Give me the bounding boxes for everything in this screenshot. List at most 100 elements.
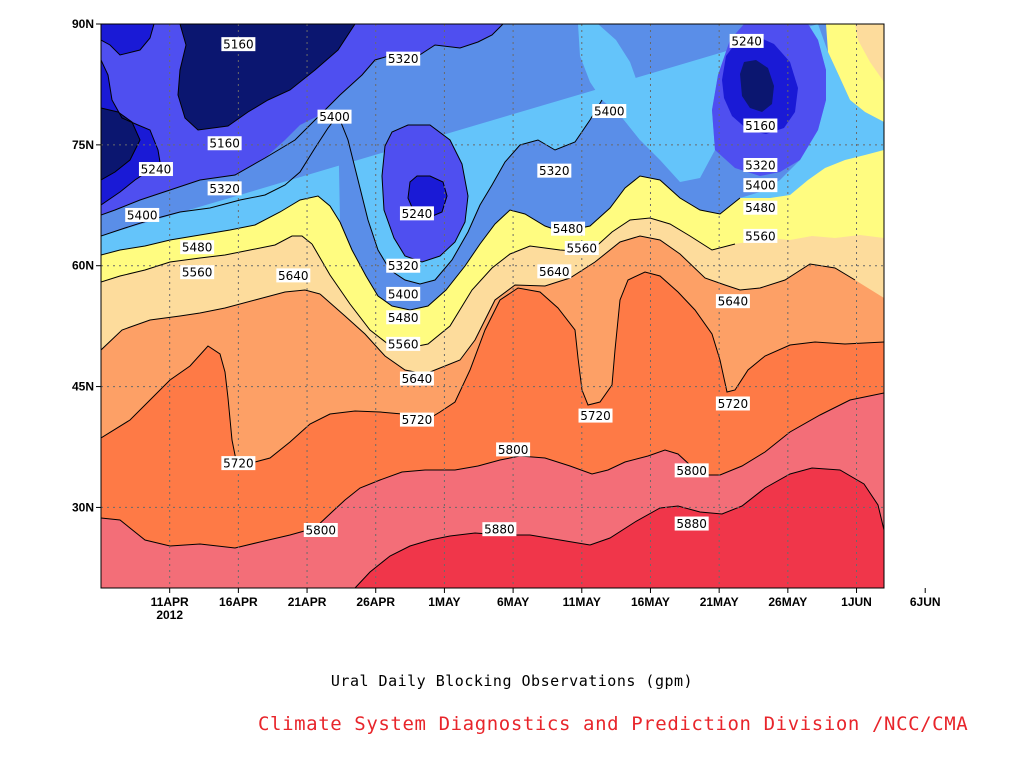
contour-label-text: 5640 bbox=[402, 372, 433, 386]
contour-label-text: 5240 bbox=[731, 34, 762, 48]
contour-label-text: 5560 bbox=[388, 337, 419, 351]
y-tick-label: 60N bbox=[72, 259, 94, 273]
contour-label-text: 5400 bbox=[319, 110, 350, 124]
contour-band bbox=[578, 24, 650, 140]
x-tick-label: 1JUN bbox=[841, 595, 872, 609]
contour-label: 5800 bbox=[303, 522, 338, 537]
y-tick-label: 90N bbox=[72, 17, 94, 31]
contour-label-text: 5720 bbox=[402, 413, 433, 427]
contour-label: 5800 bbox=[674, 463, 709, 478]
contour-label: 5160 bbox=[743, 118, 778, 133]
contour-label-text: 5320 bbox=[539, 164, 570, 178]
contour-label-text: 5720 bbox=[718, 397, 749, 411]
contour-line bbox=[319, 235, 856, 375]
x-tick-label: 21MAY bbox=[700, 595, 739, 609]
x-year-label: 2012 bbox=[156, 608, 183, 622]
contour-label: 5640 bbox=[399, 371, 434, 386]
contour-label: 5400 bbox=[592, 104, 627, 119]
contour-label-text: 5480 bbox=[553, 222, 584, 236]
contour-label: 5480 bbox=[386, 310, 421, 325]
contour-line bbox=[177, 24, 356, 131]
contour-label-text: 5800 bbox=[306, 523, 337, 537]
contour-line bbox=[337, 99, 603, 285]
contour-label-text: 5400 bbox=[594, 105, 625, 119]
contour-label-text: 5160 bbox=[223, 38, 254, 52]
x-tick-label: 26APR bbox=[356, 595, 395, 609]
contour-label: 5400 bbox=[125, 207, 160, 222]
contour-label: 5720 bbox=[221, 456, 256, 471]
contour-bands bbox=[101, 24, 884, 588]
contour-label-text: 5880 bbox=[676, 517, 707, 531]
contour-label-text: 5400 bbox=[127, 208, 158, 222]
contour-label: 5560 bbox=[564, 240, 599, 255]
contour-label-text: 5400 bbox=[745, 179, 776, 193]
contour-label-text: 5320 bbox=[388, 52, 419, 66]
contour-label: 5640 bbox=[537, 264, 572, 279]
x-tick-label: 16MAY bbox=[631, 595, 670, 609]
contour-label-text: 5400 bbox=[388, 287, 419, 301]
contour-line bbox=[381, 124, 469, 263]
contour-label-text: 5640 bbox=[718, 295, 749, 309]
contour-label-text: 5160 bbox=[745, 119, 776, 133]
contour-label: 5240 bbox=[399, 206, 434, 221]
contour-line bbox=[101, 195, 341, 256]
contour-label: 5400 bbox=[386, 286, 421, 301]
contour-label: 5320 bbox=[386, 258, 421, 273]
contour-label-text: 5720 bbox=[223, 457, 254, 471]
contour-label-text: 5240 bbox=[141, 163, 172, 177]
contour-label: 5320 bbox=[386, 51, 421, 66]
x-tick-label: 26MAY bbox=[768, 595, 807, 609]
contour-label: 5800 bbox=[496, 442, 531, 457]
contour-label: 5480 bbox=[551, 221, 586, 236]
contour-band bbox=[740, 60, 774, 112]
contour-label: 5320 bbox=[207, 181, 242, 196]
contour-label: 5560 bbox=[386, 336, 421, 351]
contour-label: 5160 bbox=[221, 37, 256, 52]
contour-labels: 5160 5160 5240 5320 5400 5480 5560 5640 5720 5800… bbox=[125, 33, 778, 537]
contour-label: 5880 bbox=[482, 522, 517, 537]
contour-label-text: 5320 bbox=[388, 259, 419, 273]
x-tick-label: 11APR bbox=[151, 595, 189, 609]
x-tick-label: 11MAY bbox=[563, 595, 601, 609]
contour-label-text: 5800 bbox=[498, 443, 529, 457]
contour-line bbox=[339, 175, 741, 311]
contour-line bbox=[354, 532, 591, 588]
contour-line bbox=[589, 467, 884, 546]
grid-lines bbox=[101, 24, 884, 588]
chart-caption: Ural Daily Blocking Observations (gpm) bbox=[330, 672, 694, 690]
contour-label: 5720 bbox=[399, 412, 434, 427]
contour-label: 5160 bbox=[207, 136, 242, 151]
x-tick-label: 6MAY bbox=[497, 595, 529, 609]
x-tick-label: 6JUN bbox=[910, 595, 941, 609]
contour-label-text: 5800 bbox=[676, 464, 707, 478]
contour-label-text: 5560 bbox=[567, 241, 598, 255]
contour-band bbox=[338, 24, 826, 310]
contour-label-text: 5480 bbox=[745, 201, 776, 215]
plot-frame bbox=[100, 23, 885, 589]
x-tick-label: 1MAY bbox=[428, 595, 460, 609]
contour-label: 5560 bbox=[743, 228, 778, 243]
contour-label: 5400 bbox=[743, 178, 778, 193]
contour-line bbox=[477, 392, 884, 476]
contour-label-text: 5560 bbox=[745, 229, 776, 243]
contour-label-text: 5720 bbox=[580, 409, 611, 423]
y-tick-label: 45N bbox=[72, 380, 94, 394]
contour-label-text: 5480 bbox=[182, 241, 213, 255]
contour-band bbox=[855, 24, 884, 82]
contour-label: 5480 bbox=[743, 200, 778, 215]
contour-label: 5640 bbox=[715, 294, 750, 309]
contour-label: 5880 bbox=[674, 516, 709, 531]
contour-line bbox=[101, 24, 504, 216]
contour-label: 5480 bbox=[180, 240, 215, 255]
x-axis: 11APR 16APR 21APR 26APR 1MAY 6MAY 11MAY 16MAY 21… bbox=[151, 588, 941, 622]
contour-label-text: 5640 bbox=[539, 265, 570, 279]
contour-line bbox=[424, 271, 884, 422]
contour-label: 5240 bbox=[729, 33, 764, 48]
contour-line bbox=[101, 289, 321, 351]
contour-label-text: 5240 bbox=[402, 207, 433, 221]
y-axis: 30N 45N 60N 75N 90N bbox=[72, 17, 101, 514]
contour-label-text: 5880 bbox=[484, 523, 515, 537]
contour-label: 5320 bbox=[537, 163, 572, 178]
contour-label-text: 5480 bbox=[388, 311, 419, 325]
